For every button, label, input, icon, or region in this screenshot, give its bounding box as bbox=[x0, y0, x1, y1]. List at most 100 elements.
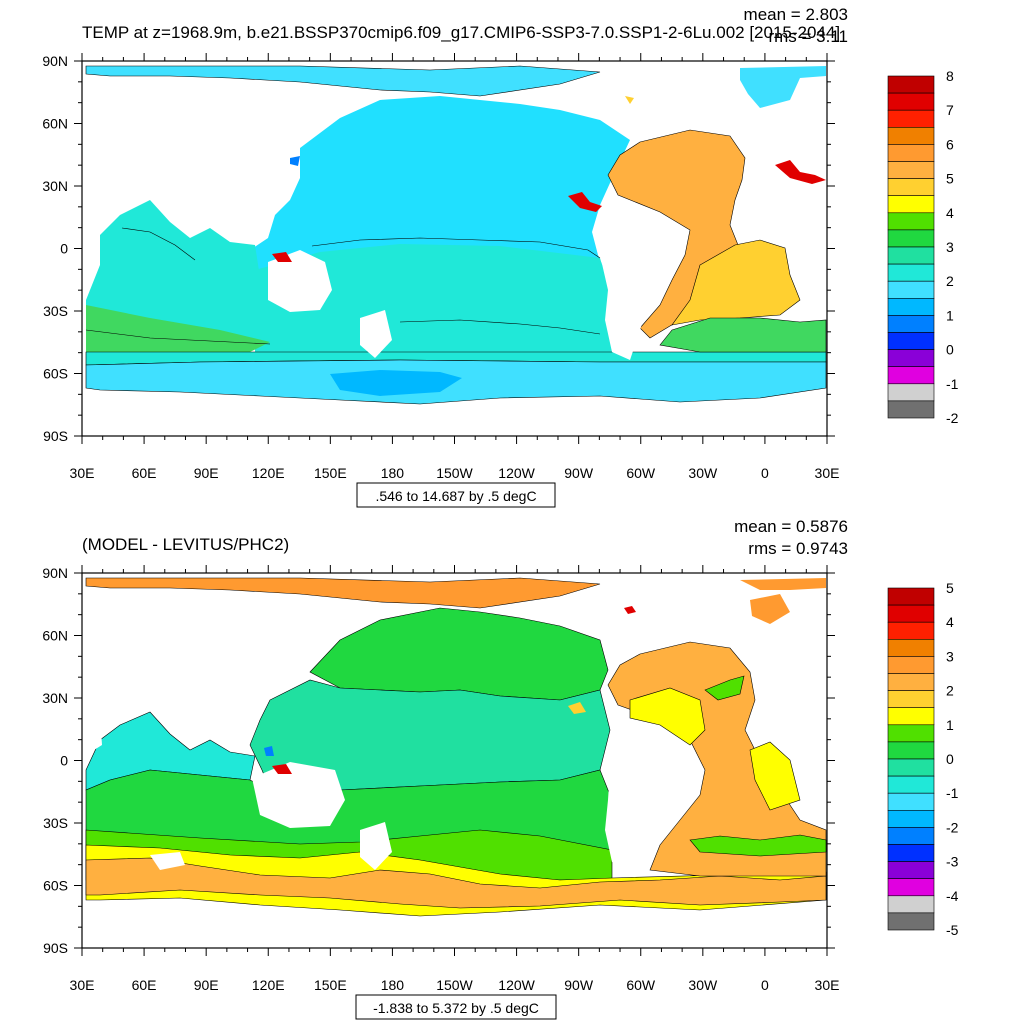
colorbar-swatch bbox=[887, 127, 935, 145]
lon-tick-label: 120W bbox=[498, 977, 535, 993]
colorbar-swatch bbox=[887, 144, 935, 162]
lon-tick-label: 90W bbox=[564, 465, 594, 481]
colorbar-swatch bbox=[887, 621, 935, 640]
lon-tick-label: 60W bbox=[626, 465, 656, 481]
panel-1-lon-axis: 30E 60E 90E 120E 150E 180 150W 120W 90W 60W 30W 0 30… bbox=[70, 53, 839, 481]
colorbar-label: 1 bbox=[946, 307, 954, 323]
lon-tick-label: 60W bbox=[626, 977, 656, 993]
colorbar-swatch bbox=[887, 878, 935, 897]
lat-tick-label: 0 bbox=[60, 241, 68, 257]
lat-tick-label: 30S bbox=[43, 303, 68, 319]
lat-tick-label: 60N bbox=[42, 628, 68, 644]
colorbar-swatch bbox=[887, 792, 935, 811]
panel-2-colorbar: 5 4 3 2 1 0 -1 -2 -3 -4 -5 bbox=[887, 580, 959, 938]
panel-1-australia bbox=[268, 250, 332, 312]
lat-tick-label: 60S bbox=[43, 366, 68, 382]
colorbar-swatch bbox=[887, 758, 935, 777]
colorbar-swatch bbox=[887, 400, 935, 419]
colorbar-swatch bbox=[887, 707, 935, 726]
panel-temperature: TEMP at z=1968.9m, b.e21.BSSP370cmip6.f0… bbox=[42, 5, 959, 508]
lon-tick-label: 0 bbox=[761, 465, 769, 481]
colorbar-swatch bbox=[887, 827, 935, 845]
lat-tick-label: 90N bbox=[42, 53, 68, 69]
panel-1-indian-ocean bbox=[86, 200, 270, 345]
colorbar-label: 2 bbox=[946, 683, 954, 699]
colorbar-label: 6 bbox=[946, 136, 954, 152]
panel-2-south-america bbox=[605, 760, 660, 870]
lon-tick-label: 90W bbox=[564, 977, 594, 993]
colorbar-swatch bbox=[887, 212, 935, 231]
panel-1-map bbox=[81, 60, 828, 437]
lon-tick-label: 60E bbox=[132, 465, 157, 481]
colorbar-swatch bbox=[887, 604, 935, 623]
colorbar-label: -5 bbox=[946, 922, 959, 938]
colorbar-label: -2 bbox=[946, 819, 959, 835]
lon-tick-label: 150E bbox=[314, 465, 347, 481]
lon-tick-label: 150W bbox=[436, 977, 473, 993]
colorbar-label: 4 bbox=[946, 614, 954, 630]
lat-tick-label: 90S bbox=[43, 428, 68, 444]
colorbar-swatch bbox=[887, 912, 935, 931]
panel-2-lon-axis: 30E 60E 90E 120E 150E 180 150W 120W 90W 60W 30W 0 30… bbox=[70, 565, 840, 993]
panel-2-australia bbox=[252, 762, 345, 828]
colorbar-label: -3 bbox=[946, 854, 959, 870]
panel-1-lat-axis: 90N 60N 30N 0 30S 60S 90S bbox=[42, 53, 835, 444]
lon-tick-label: 90E bbox=[194, 977, 219, 993]
colorbar-swatch bbox=[887, 75, 935, 94]
colorbar-swatch bbox=[887, 366, 935, 385]
panel-1-arctic-ocean bbox=[85, 65, 601, 97]
panel-2-arctic-ocean bbox=[85, 577, 601, 609]
panel-1-title: TEMP at z=1968.9m, b.e21.BSSP370cmip6.f0… bbox=[82, 23, 840, 42]
colorbar-swatch bbox=[887, 92, 935, 111]
panel-1-mean: mean = 2.803 bbox=[744, 5, 848, 24]
lon-tick-label: 150W bbox=[436, 465, 473, 481]
colorbar-swatch bbox=[887, 809, 935, 828]
colorbar-swatch bbox=[887, 315, 935, 333]
lat-tick-label: 90S bbox=[43, 940, 68, 956]
colorbar-swatch bbox=[887, 109, 935, 128]
lon-tick-label: 30E bbox=[815, 977, 840, 993]
colorbar-label: 0 bbox=[946, 342, 954, 358]
colorbar-label: -1 bbox=[946, 785, 959, 801]
lon-tick-label: 0 bbox=[761, 977, 769, 993]
lat-tick-label: 0 bbox=[60, 753, 68, 769]
lat-tick-label: 30S bbox=[43, 815, 68, 831]
colorbar-swatch bbox=[887, 349, 935, 368]
colorbar-label: 4 bbox=[946, 205, 954, 221]
lat-tick-label: 90N bbox=[42, 565, 68, 581]
lon-tick-label: 120E bbox=[252, 465, 285, 481]
lat-tick-label: 60N bbox=[42, 116, 68, 132]
colorbar-label: -4 bbox=[946, 888, 959, 904]
panel-1-southern-band bbox=[86, 305, 270, 356]
colorbar-swatch bbox=[887, 724, 935, 743]
lon-tick-label: 120E bbox=[252, 977, 285, 993]
panel-2-title: (MODEL - LEVITUS/PHC2) bbox=[82, 535, 289, 554]
colorbar-label: 5 bbox=[946, 580, 954, 596]
panel-1-rms: rms = 3.11 bbox=[768, 27, 848, 46]
panel-difference: (MODEL - LEVITUS/PHC2) mean = 0.5876 rms… bbox=[42, 517, 959, 1020]
lon-tick-label: 120W bbox=[498, 465, 535, 481]
lon-tick-label: 60E bbox=[132, 977, 157, 993]
colorbar-swatch bbox=[887, 178, 935, 197]
lon-tick-label: 150E bbox=[314, 977, 347, 993]
colorbar-swatch bbox=[887, 673, 935, 691]
colorbar-swatch bbox=[887, 161, 935, 179]
colorbar-label: 1 bbox=[946, 717, 954, 733]
lon-tick-label: 180 bbox=[381, 977, 405, 993]
colorbar-swatch bbox=[887, 263, 935, 282]
colorbar-label: 7 bbox=[946, 102, 954, 118]
lat-tick-label: 60S bbox=[43, 878, 68, 894]
colorbar-label: 3 bbox=[946, 239, 954, 255]
lon-tick-label: 30E bbox=[70, 977, 95, 993]
panel-2-contour-info-box: -1.838 to 5.372 by .5 degC bbox=[355, 994, 557, 1020]
colorbar-label: -1 bbox=[946, 376, 959, 392]
lon-tick-label: 30W bbox=[688, 977, 718, 993]
panel-1-southern-ocean bbox=[85, 359, 827, 405]
colorbar-swatch bbox=[887, 741, 935, 760]
panel-2-mean: mean = 0.5876 bbox=[734, 517, 848, 536]
colorbar-swatch bbox=[887, 775, 935, 794]
colorbar-swatch bbox=[887, 195, 935, 214]
panel-2-map bbox=[81, 572, 828, 949]
panel-1-contour-info-box: .546 to 14.687 by .5 degC bbox=[356, 482, 556, 508]
lon-tick-label: 30W bbox=[688, 465, 718, 481]
